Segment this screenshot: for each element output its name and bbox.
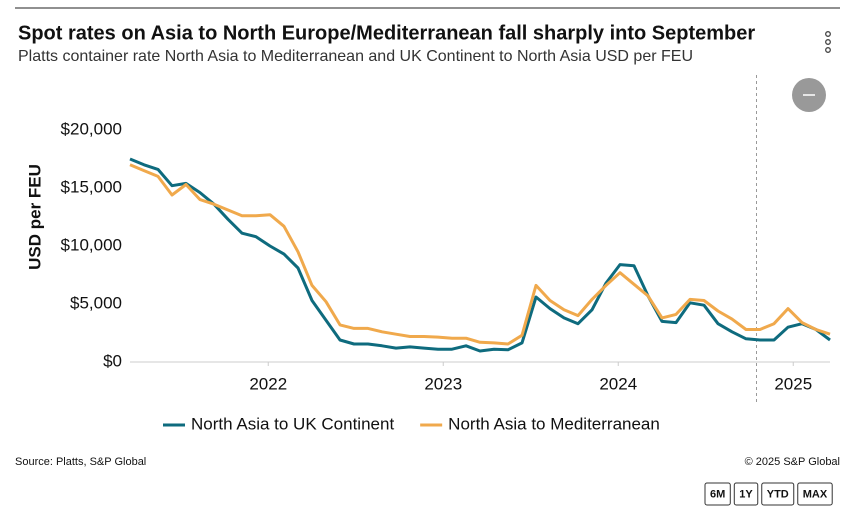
y-tick-label: $10,000	[61, 235, 122, 254]
menu-dot	[825, 31, 831, 37]
legend-item: North Asia to Mediterranean	[420, 414, 660, 433]
y-tick-label: $5,000	[70, 293, 122, 312]
source: Source: Platts, S&P Global	[15, 456, 146, 468]
series-line	[129, 163, 831, 346]
y-tick-label: $20,000	[61, 119, 122, 138]
legend-label: North Asia to Mediterranean	[448, 414, 660, 433]
menu-dot	[825, 47, 831, 53]
range-button-box[interactable]	[761, 482, 795, 506]
menu-dot	[825, 39, 831, 45]
range-button-box[interactable]	[797, 482, 833, 506]
chart-subtitle: Platts container rate North Asia to Medi…	[18, 48, 693, 65]
range-button-label[interactable]: MAX	[803, 488, 828, 500]
range-button-box[interactable]	[704, 482, 731, 506]
range-button[interactable]: MAX	[797, 482, 833, 506]
y-tick-label: $0	[103, 351, 122, 370]
range-button[interactable]: 6M	[704, 482, 731, 506]
x-tick-label: 2024	[599, 374, 637, 393]
collapse-button[interactable]	[792, 78, 826, 112]
y-tick-label: $15,000	[61, 177, 122, 196]
menu-hit[interactable]	[818, 28, 838, 58]
range-button[interactable]: 1Y	[733, 482, 759, 506]
menu-button[interactable]	[818, 28, 838, 58]
range-button-label[interactable]: YTD	[767, 488, 789, 500]
range-button-box[interactable]	[733, 482, 759, 506]
range-button-label[interactable]: 6M	[710, 488, 725, 500]
y-axis-label: USD per FEU	[25, 164, 44, 270]
range-button-label[interactable]: 1Y	[739, 488, 753, 500]
legend-item: North Asia to UK Continent	[163, 414, 394, 433]
x-tick-label: 2022	[249, 374, 287, 393]
series-line	[129, 157, 831, 353]
chart-title: Spot rates on Asia to North Europe/Medit…	[18, 22, 755, 44]
x-tick-label: 2025	[774, 374, 812, 393]
x-tick-label: 2023	[424, 374, 462, 393]
legend-label: North Asia to UK Continent	[191, 414, 394, 433]
credit: © 2025 S&P Global	[745, 456, 840, 468]
range-button[interactable]: YTD	[761, 482, 795, 506]
